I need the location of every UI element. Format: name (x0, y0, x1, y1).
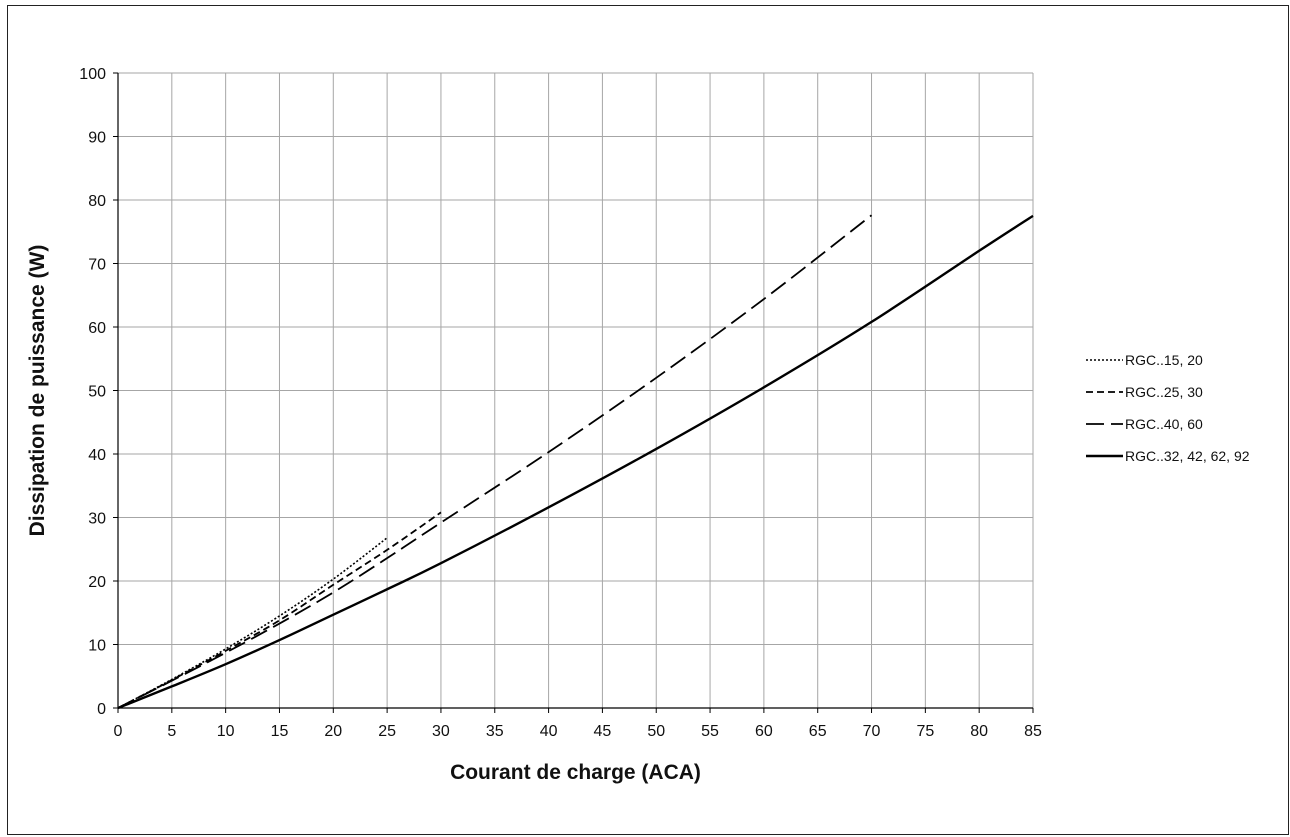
x-tick-label: 40 (540, 723, 558, 740)
tick-labels: 0 5 10 15 20 25 30 35 40 45 50 55 60 65 70 75 80 85 0 10 20 3… (79, 66, 1042, 740)
legend-label: RGC..40, 60 (1125, 416, 1203, 432)
x-tick-label: 55 (701, 723, 719, 740)
axes (113, 72, 1034, 713)
y-tick-label: 40 (88, 447, 106, 464)
legend-label: RGC..25, 30 (1125, 384, 1203, 400)
x-tick-label: 80 (970, 723, 988, 740)
y-tick-label: 80 (88, 193, 106, 210)
x-tick-label: 60 (755, 723, 773, 740)
series-line-3 (117, 214, 873, 709)
legend: RGC..15, 20 RGC..25, 30 RGC..40, 60 RGC..32… (1086, 352, 1250, 464)
series-line-1 (117, 537, 388, 709)
series-lines (117, 214, 1034, 710)
x-tick-label: 5 (167, 723, 176, 740)
x-tick-label: 45 (594, 723, 612, 740)
chart-frame: 0 5 10 15 20 25 30 35 40 45 50 55 60 65 70 75 80 85 0 10 20 3… (7, 5, 1289, 835)
x-tick-label: 65 (809, 723, 827, 740)
x-tick-label: 35 (486, 723, 504, 740)
y-tick-label: 100 (79, 66, 106, 83)
x-tick-label: 30 (432, 723, 450, 740)
y-tick-label: 0 (97, 701, 106, 718)
legend-label: RGC..32, 42, 62, 92 (1125, 448, 1250, 464)
y-axis-title: Dissipation de puissance (W) (26, 245, 49, 537)
x-tick-label: 75 (916, 723, 934, 740)
y-tick-label: 20 (88, 574, 106, 591)
y-tick-label: 70 (88, 257, 106, 274)
x-axis-title: Courant de charge (ACA) (450, 761, 701, 784)
x-tick-label: 25 (378, 723, 396, 740)
x-tick-label: 85 (1024, 723, 1042, 740)
x-tick-label: 70 (863, 723, 881, 740)
series-line-4 (117, 214, 1034, 710)
y-tick-label: 30 (88, 511, 106, 528)
grid (118, 72, 1034, 708)
y-tick-label: 50 (88, 384, 106, 401)
x-tick-label: 50 (647, 723, 665, 740)
y-tick-label: 90 (88, 130, 106, 147)
x-tick-label: 0 (114, 723, 123, 740)
x-tick-label: 15 (271, 723, 289, 740)
line-chart: 0 5 10 15 20 25 30 35 40 45 50 55 60 65 70 75 80 85 0 10 20 3… (26, 66, 1250, 784)
x-tick-label: 10 (217, 723, 235, 740)
x-tick-label: 20 (324, 723, 342, 740)
y-tick-label: 10 (88, 638, 106, 655)
legend-label: RGC..15, 20 (1125, 352, 1203, 368)
y-tick-label: 60 (88, 320, 106, 337)
